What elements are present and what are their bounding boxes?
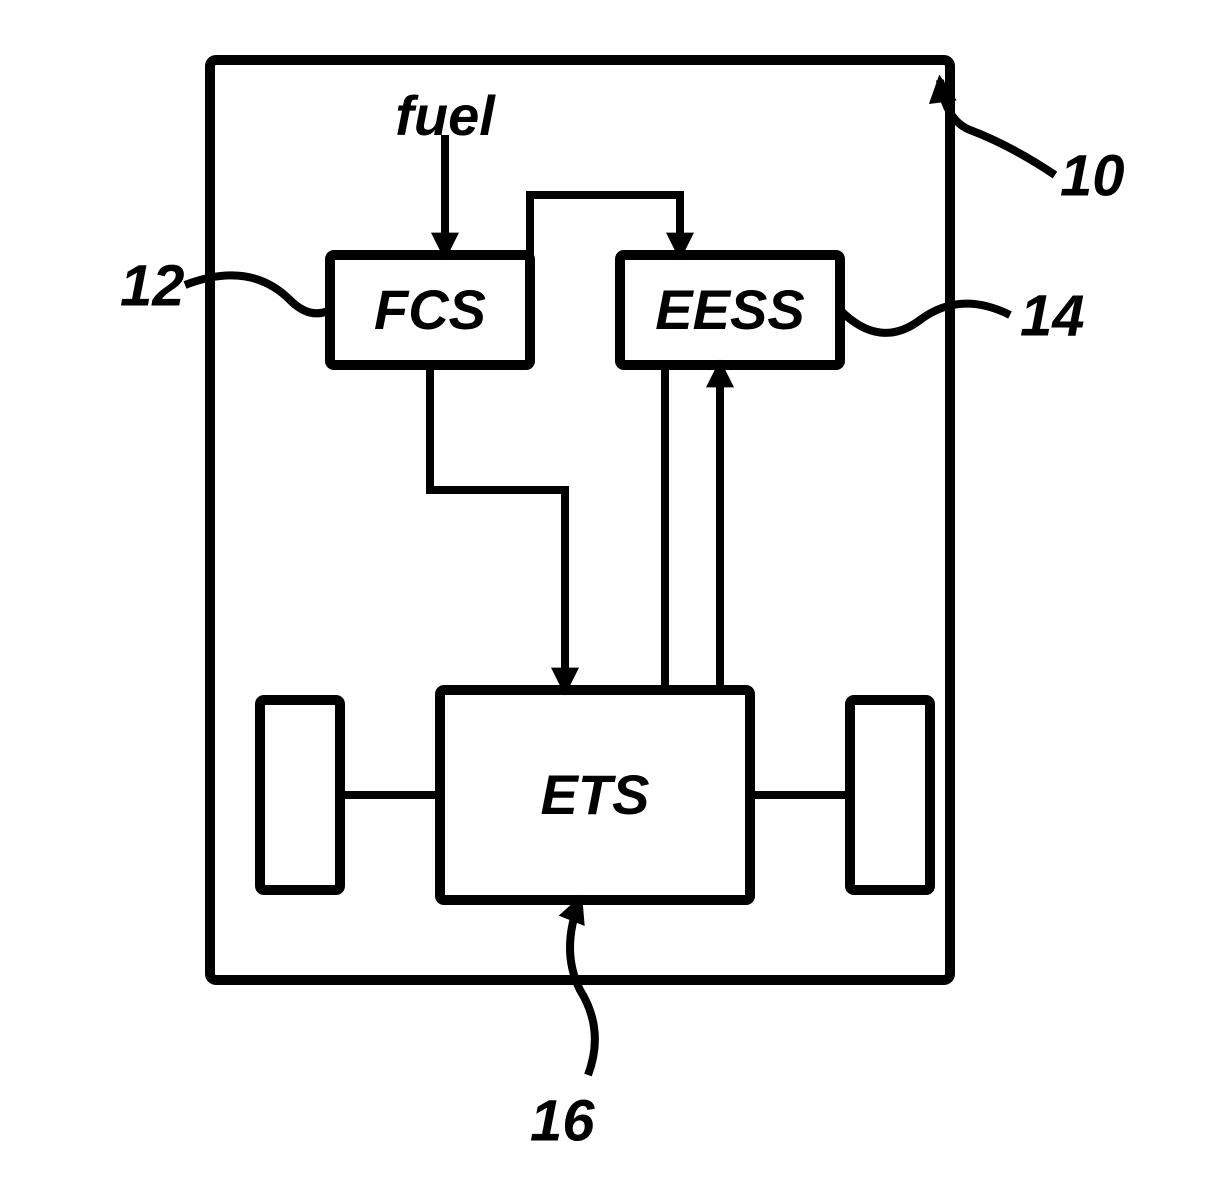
edge-fcs-to-eess-top xyxy=(530,195,680,255)
wheel-left xyxy=(260,700,340,890)
ref-r12: 12 xyxy=(120,253,185,318)
fcs-label: FCS xyxy=(374,278,486,341)
leader-14 xyxy=(840,304,1010,333)
leader-10 xyxy=(940,80,1055,175)
ref-r16: 16 xyxy=(530,1088,595,1153)
ref-r14: 14 xyxy=(1020,283,1085,348)
wheel-right xyxy=(850,700,930,890)
ets-label: ETS xyxy=(541,763,650,826)
eess-label: EESS xyxy=(655,278,804,341)
ref-r10: 10 xyxy=(1060,143,1125,208)
leader-16 xyxy=(570,900,595,1075)
edge-fcs-to-ets xyxy=(430,365,565,690)
